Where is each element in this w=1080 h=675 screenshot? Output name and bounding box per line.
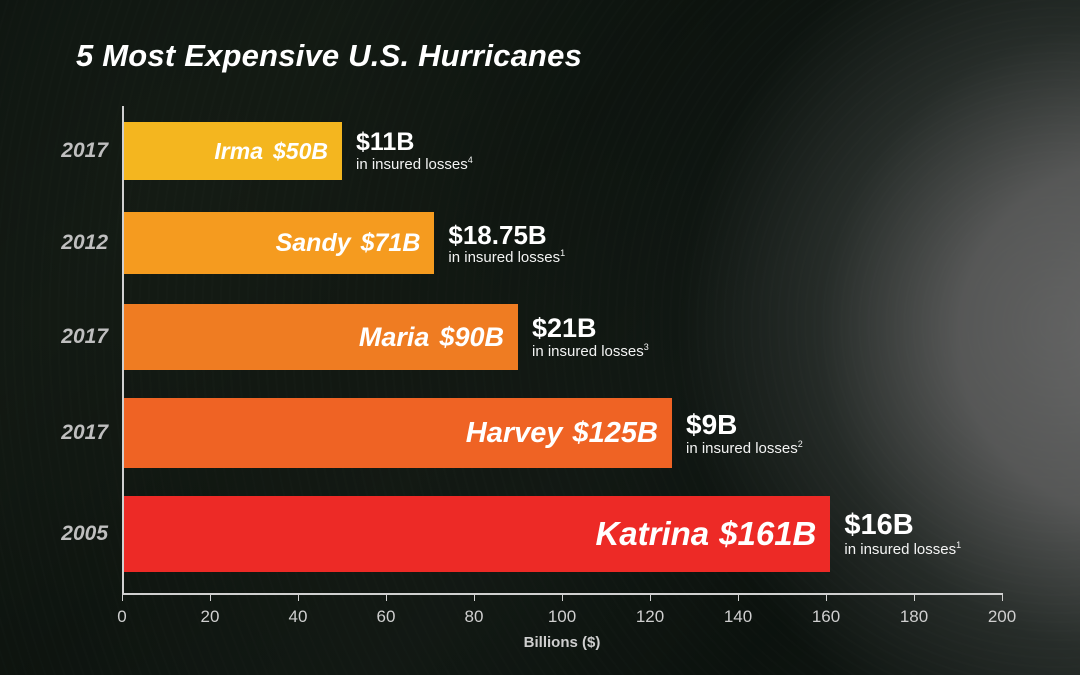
- insured-losses-caption: in insured losses1: [448, 248, 565, 266]
- bar: Maria $90B: [124, 304, 518, 370]
- insured-losses-annotation: $21Bin insured losses3: [532, 315, 649, 360]
- x-tick: [122, 593, 123, 601]
- x-tick-label: 160: [812, 607, 840, 627]
- x-tick: [298, 593, 299, 601]
- x-tick-label: 20: [201, 607, 220, 627]
- insured-losses-caption: in insured losses1: [844, 540, 961, 558]
- bar: Sandy $71B: [124, 212, 434, 274]
- insured-losses-caption: in insured losses2: [686, 439, 803, 457]
- x-tick: [562, 593, 563, 601]
- bar-name: Irma: [214, 138, 263, 165]
- bar-name: Katrina: [595, 515, 709, 553]
- insured-losses-annotation: $18.75Bin insured losses1: [448, 222, 565, 266]
- insured-losses-annotation: $16Bin insured losses1: [844, 511, 961, 558]
- insured-losses-annotation: $11Bin insured losses4: [356, 130, 473, 173]
- bar-name: Sandy: [276, 229, 351, 258]
- year-label: 2017: [0, 139, 108, 163]
- x-tick-label: 100: [548, 607, 576, 627]
- x-tick-label: 0: [117, 607, 126, 627]
- insured-losses-amount: $16B: [844, 511, 961, 540]
- x-tick-label: 60: [377, 607, 396, 627]
- x-tick-label: 200: [988, 607, 1016, 627]
- bar-value-label: $90B: [439, 322, 504, 353]
- x-tick: [210, 593, 211, 601]
- insured-losses-amount: $21B: [532, 315, 649, 342]
- x-tick-label: 80: [465, 607, 484, 627]
- x-tick: [650, 593, 651, 601]
- insured-losses-amount: $9B: [686, 411, 803, 439]
- year-label: 2012: [0, 231, 108, 255]
- bar-value-label: $50B: [273, 138, 328, 165]
- x-tick-label: 140: [724, 607, 752, 627]
- bar-value-label: $71B: [361, 229, 421, 258]
- x-tick: [474, 593, 475, 601]
- bar: Irma $50B: [124, 122, 342, 180]
- year-label: 2005: [0, 522, 108, 546]
- bar: Katrina $161B: [124, 496, 830, 572]
- x-axis-title: Billions ($): [524, 634, 601, 651]
- bar-name: Maria: [359, 322, 430, 353]
- x-tick: [826, 593, 827, 601]
- x-tick: [914, 593, 915, 601]
- x-tick: [738, 593, 739, 601]
- insured-losses-amount: $18.75B: [448, 222, 565, 248]
- bar-value-label: $125B: [573, 417, 658, 450]
- x-tick: [1002, 593, 1003, 601]
- x-tick-label: 40: [289, 607, 308, 627]
- bar: Harvey $125B: [124, 398, 672, 468]
- insured-losses-amount: $11B: [356, 130, 473, 155]
- x-tick-label: 120: [636, 607, 664, 627]
- bar-value-label: $161B: [719, 515, 816, 553]
- chart-title: 5 Most Expensive U.S. Hurricanes: [76, 38, 582, 74]
- insured-losses-annotation: $9Bin insured losses2: [686, 411, 803, 457]
- insured-losses-caption: in insured losses3: [532, 342, 649, 360]
- year-label: 2017: [0, 421, 108, 445]
- x-tick-label: 180: [900, 607, 928, 627]
- x-tick: [386, 593, 387, 601]
- year-label: 2017: [0, 325, 108, 349]
- hurricane-cost-bar-chart: 5 Most Expensive U.S. Hurricanes 0 20 40 60…: [0, 0, 1080, 675]
- bar-name: Harvey: [466, 417, 563, 450]
- insured-losses-caption: in insured losses4: [356, 155, 473, 173]
